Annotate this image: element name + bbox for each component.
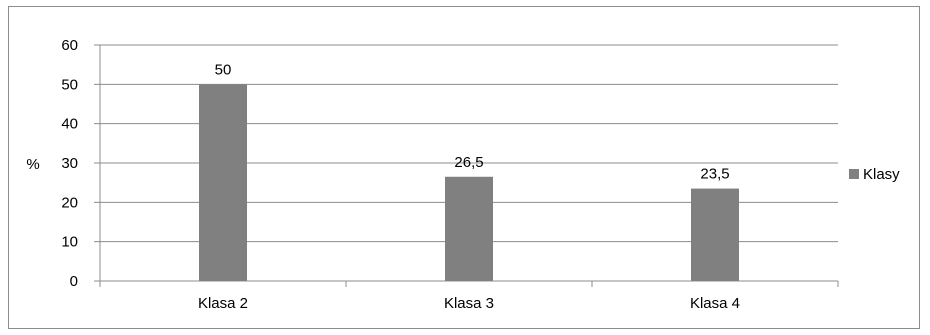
y-tick-label: 20	[61, 194, 78, 211]
y-tick-label: 60	[61, 37, 78, 54]
data-labels: 50 26,5 23,5	[215, 61, 730, 182]
y-tick-labels: 0 10 20 30 40 50 60	[61, 37, 78, 290]
bar-klasa-2	[199, 84, 247, 281]
bar-klasa-4	[691, 188, 739, 281]
category-label: Klasa 2	[198, 295, 248, 312]
legend: Klasy	[849, 166, 900, 183]
data-label: 50	[215, 61, 232, 78]
y-tick-label: 10	[61, 234, 78, 251]
data-label: 23,5	[700, 166, 729, 183]
category-label: Klasa 4	[690, 295, 740, 312]
bars	[199, 84, 739, 281]
y-tick-label: 30	[61, 155, 78, 172]
legend-label: Klasy	[863, 166, 900, 183]
category-labels: Klasa 2 Klasa 3 Klasa 4	[198, 295, 740, 312]
data-label: 26,5	[454, 154, 483, 171]
y-tick-label: 40	[61, 116, 78, 133]
category-label: Klasa 3	[444, 295, 494, 312]
y-axis-label: %	[26, 156, 39, 173]
y-tick-label: 50	[61, 76, 78, 93]
legend-swatch	[849, 169, 859, 179]
chart-frame	[8, 6, 920, 329]
bar-klasa-3	[445, 176, 493, 281]
y-tick-label: 0	[70, 273, 78, 290]
